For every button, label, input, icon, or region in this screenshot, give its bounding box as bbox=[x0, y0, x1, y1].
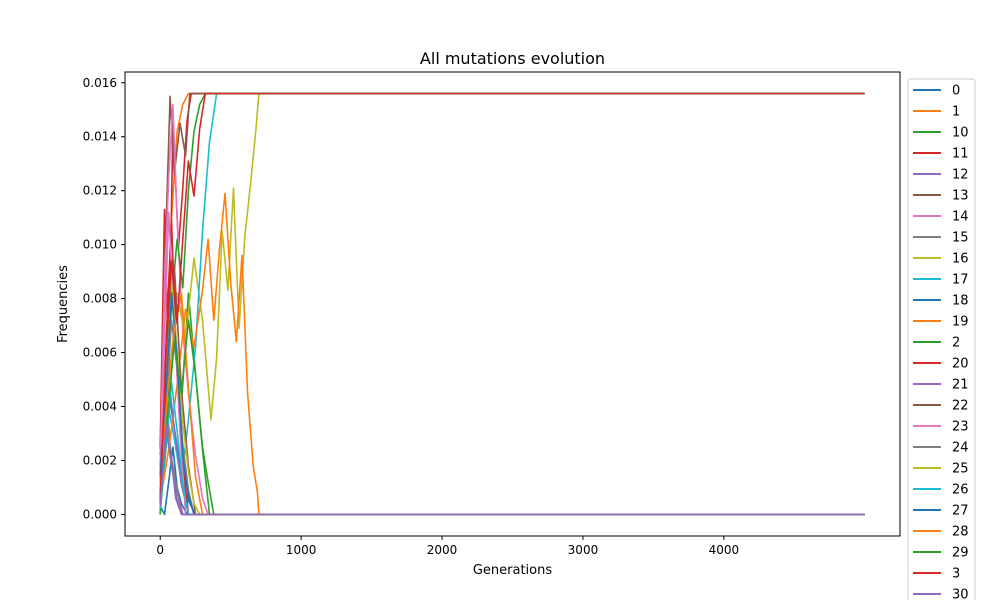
legend-label: 25 bbox=[952, 462, 969, 477]
legend-label: 30 bbox=[952, 588, 969, 601]
legend-label: 3 bbox=[952, 567, 960, 582]
series-line-13 bbox=[159, 92, 865, 515]
legend-label: 19 bbox=[952, 315, 969, 330]
legend-label: 13 bbox=[952, 189, 969, 204]
plot-frame bbox=[124, 71, 901, 537]
chart-title: All mutations evolution bbox=[420, 49, 605, 68]
y-axis-ticks: 0.000 0.002 0.004 0.006 0.008 0.010 0.012 0.014… bbox=[83, 76, 125, 521]
series-line-25 bbox=[159, 281, 865, 516]
y-tick-label: 0.010 bbox=[83, 238, 117, 252]
legend-label: 15 bbox=[952, 231, 969, 246]
legend-label: 22 bbox=[952, 399, 969, 414]
y-tick-label: 0.006 bbox=[83, 346, 117, 360]
legend-label: 26 bbox=[952, 483, 969, 498]
legend-box bbox=[907, 78, 976, 604]
series-line-27 bbox=[159, 292, 865, 516]
x-tick-label: 1000 bbox=[286, 543, 317, 557]
y-tick-label: 0.008 bbox=[83, 292, 117, 306]
legend-label: 21 bbox=[952, 378, 969, 393]
y-tick-label: 0.012 bbox=[83, 184, 117, 198]
y-tick-label: 0.004 bbox=[83, 400, 117, 414]
legend-label: 17 bbox=[952, 273, 969, 288]
y-tick-label: 0.002 bbox=[83, 453, 117, 467]
legend-label: 24 bbox=[952, 441, 969, 456]
legend-label: 20 bbox=[952, 357, 969, 372]
series-line-28 bbox=[159, 292, 865, 516]
legend-label: 16 bbox=[952, 252, 969, 267]
legend-label: 1 bbox=[952, 105, 960, 120]
x-tick-label: 3000 bbox=[568, 543, 599, 557]
legend-label: 27 bbox=[952, 504, 969, 519]
x-axis-label: Generations bbox=[473, 563, 553, 578]
legend: 0 1 10 11 12 13 14 15 16 17 18 19 2 20 21 22 23 24 25 26 27 2… bbox=[907, 78, 976, 604]
x-tick-label: 0 bbox=[156, 543, 164, 557]
legend-label: 23 bbox=[952, 420, 969, 435]
series-line-29 bbox=[159, 319, 865, 516]
legend-label: 10 bbox=[952, 126, 969, 141]
x-tick-label: 4000 bbox=[709, 543, 740, 557]
series-line-16 bbox=[159, 92, 865, 488]
y-tick-label: 0.016 bbox=[83, 76, 117, 90]
legend-label: 14 bbox=[952, 210, 969, 225]
series-line-17 bbox=[159, 92, 865, 501]
series-lines bbox=[159, 92, 865, 516]
x-tick-label: 2000 bbox=[427, 543, 458, 557]
legend-label: 28 bbox=[952, 525, 969, 540]
legend-label: 2 bbox=[952, 336, 960, 351]
legend-label: 29 bbox=[952, 546, 969, 561]
y-axis-label: Frequencies bbox=[56, 265, 71, 343]
y-tick-label: 0.000 bbox=[83, 507, 117, 521]
legend-label: 11 bbox=[952, 147, 969, 162]
series-line-30 bbox=[159, 424, 865, 516]
legend-label: 12 bbox=[952, 168, 969, 183]
series-line-3 bbox=[159, 92, 865, 499]
x-axis-ticks: 0 1000 2000 3000 4000 bbox=[156, 536, 739, 557]
y-tick-label: 0.014 bbox=[83, 130, 117, 144]
legend-label: 18 bbox=[952, 294, 969, 309]
legend-items: 0 1 10 11 12 13 14 15 16 17 18 19 2 20 21 22 23 24 25 26 27 2… bbox=[913, 84, 969, 603]
legend-label: 0 bbox=[952, 84, 960, 99]
